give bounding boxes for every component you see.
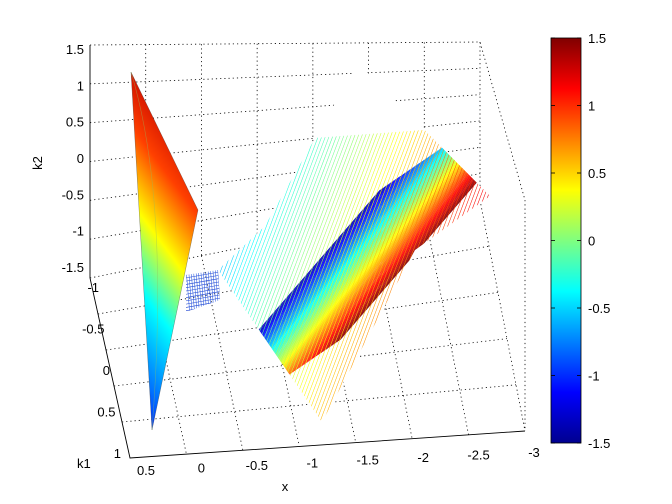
x-tick-label: -2.5 <box>467 448 489 463</box>
left-surface <box>130 71 199 431</box>
k2-tick-label: -1.5 <box>62 260 84 275</box>
k1-tick-label: 0 <box>103 363 110 378</box>
x-axis-label: x <box>282 479 289 494</box>
x-tick-label: 0 <box>198 460 205 475</box>
k2-tick-label: -1 <box>72 224 84 239</box>
k2-tick-label: -0.5 <box>62 187 84 202</box>
x-tick-label: -0.5 <box>246 458 268 473</box>
colorbar-tick-label: 0 <box>588 234 595 249</box>
k1-tick-label: 0.5 <box>97 405 115 420</box>
colorbar-tick-label: 0.5 <box>588 166 606 181</box>
colorbar-gradient <box>550 37 582 444</box>
x-tick-label: 0.5 <box>137 463 155 478</box>
x-tick-labels: 0.5 0 -0.5 -1 -1.5 -2 -2.5 -3 <box>137 445 540 478</box>
k2-axis-label: k2 <box>30 156 45 170</box>
x-tick-label: -2 <box>417 450 429 465</box>
colorbar-tick-label: -1 <box>588 369 600 384</box>
x-tick-label: -3 <box>528 445 540 460</box>
k2-tick-label: 0 <box>77 151 84 166</box>
x-tick-label: -1 <box>307 455 319 470</box>
colorbar-tick-label: -0.5 <box>588 301 610 316</box>
k2-tick-label: 1 <box>77 78 84 93</box>
k2-tick-label: 1.5 <box>66 42 84 57</box>
x-tick-label: -1.5 <box>357 453 379 468</box>
right-mesh-surface <box>218 63 490 422</box>
k2-tick-labels: 1.5 1 0.5 0 -0.5 -1 -1.5 <box>62 42 84 275</box>
colorbar-tick-label: 1 <box>588 99 595 114</box>
k1-tick-label: 1 <box>114 446 121 461</box>
k2-tick-label: 0.5 <box>66 115 84 130</box>
k1-tick-labels: -1 -0.5 0 0.5 1 <box>82 280 121 461</box>
colorbar-tick-label: -1.5 <box>588 436 610 451</box>
colorbar-tick-label: 1.5 <box>588 31 606 46</box>
k1-tick-label: -1 <box>87 280 99 295</box>
k1-tick-label: -0.5 <box>82 322 104 337</box>
k1-axis-label: k1 <box>77 456 91 471</box>
colorbar: 1.5 1 0.5 0 -0.5 -1 -1.5 <box>550 31 610 451</box>
